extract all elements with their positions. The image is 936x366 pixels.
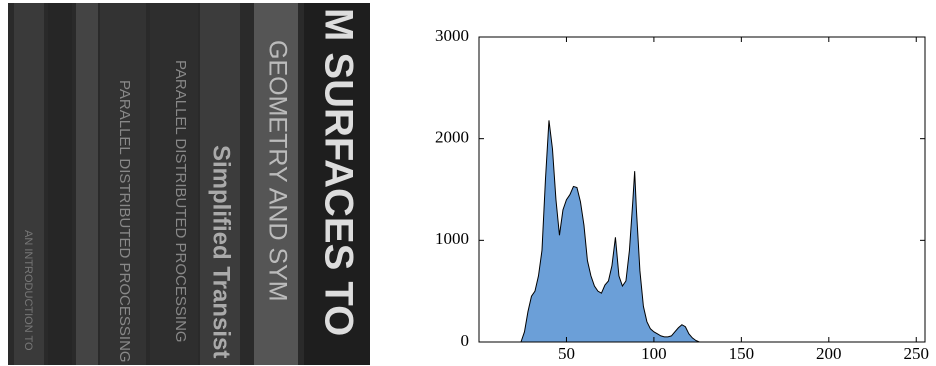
spine bbox=[48, 3, 72, 365]
y-tick-label: 0 bbox=[461, 331, 470, 350]
spine-text: AN INTRODUCTION TO bbox=[22, 230, 34, 351]
histogram: 50 100 150 200 250 0 1000 2000 3000 bbox=[435, 26, 929, 363]
y-tick-label: 3000 bbox=[435, 26, 469, 45]
x-tick-label: 50 bbox=[558, 344, 575, 363]
x-tick-label: 250 bbox=[904, 344, 930, 363]
spine-text: PARALLEL DISTRIBUTED PROCESSING bbox=[116, 80, 133, 363]
y-tick-label: 1000 bbox=[435, 229, 469, 248]
spine-text: Simplified Transist bbox=[208, 145, 235, 358]
x-tick-label: 150 bbox=[729, 344, 755, 363]
x-tick-label: 200 bbox=[816, 344, 842, 363]
histogram-area bbox=[521, 120, 699, 342]
spine bbox=[76, 3, 98, 365]
spine-text: GEOMETRY AND SYM bbox=[263, 40, 291, 302]
book-photo: AN INTRODUCTION TO PARALLEL DISTRIBUTED … bbox=[8, 3, 370, 365]
y-tick-label: 2000 bbox=[435, 128, 469, 147]
spine-text: PARALLEL DISTRIBUTED PROCESSING bbox=[172, 60, 189, 343]
x-tick-label: 100 bbox=[641, 344, 667, 363]
figure: AN INTRODUCTION TO PARALLEL DISTRIBUTED … bbox=[0, 0, 936, 366]
spine-text: M SURFACES TO bbox=[316, 8, 360, 336]
